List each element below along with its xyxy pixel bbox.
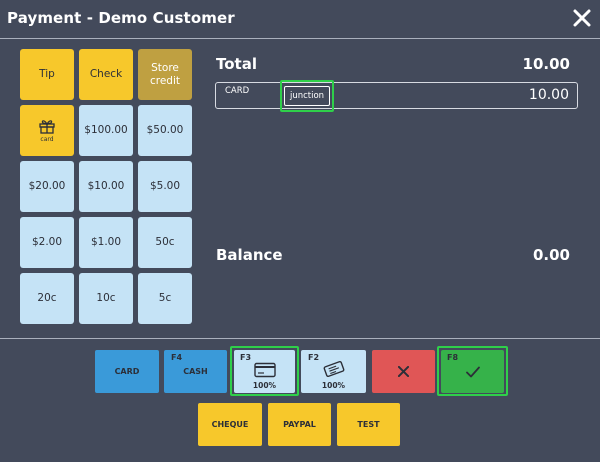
- check-label: Check: [89, 68, 123, 81]
- paypal-button[interactable]: PAYPAL: [268, 403, 331, 446]
- junction-label: junction: [289, 91, 325, 101]
- amount-100-button[interactable]: $100.00: [79, 105, 133, 156]
- amount-label: 5c: [158, 292, 172, 305]
- voucher-full-amount-button[interactable]: F2 100%: [301, 350, 366, 393]
- confirm-button[interactable]: F8: [441, 350, 504, 393]
- amount-label: 20c: [37, 292, 57, 305]
- voucher-percent: 100%: [321, 381, 346, 390]
- amount-2-button[interactable]: $2.00: [20, 217, 74, 268]
- card-full-amount-button[interactable]: F3 100%: [234, 350, 295, 393]
- title-bar: Payment - Demo Customer: [0, 0, 600, 38]
- card-payment-button[interactable]: CARD: [95, 350, 159, 393]
- confirm-shortcut: F8: [447, 353, 459, 362]
- amount-label: $100.00: [84, 124, 128, 137]
- confirm-highlight: [437, 346, 508, 396]
- check-button[interactable]: Check: [79, 49, 133, 100]
- cheque-label: CHEQUE: [211, 420, 249, 429]
- store-credit-label: Store credit: [149, 61, 181, 87]
- payment-amount: 10.00: [528, 87, 569, 103]
- test-label: TEST: [357, 420, 380, 429]
- gift-card-button[interactable]: card: [20, 105, 74, 156]
- cancel-button[interactable]: [372, 350, 435, 393]
- amount-20-button[interactable]: $20.00: [20, 161, 74, 212]
- card-full-shortcut: F3: [240, 353, 252, 362]
- voucher-icon: [323, 360, 345, 378]
- amount-label: $5.00: [149, 180, 181, 193]
- junction-button[interactable]: junction: [284, 86, 330, 106]
- payment-line-row[interactable]: CARD 10.00: [215, 82, 578, 109]
- payment-method-label: CARD: [225, 86, 250, 96]
- credit-card-icon: [254, 362, 276, 378]
- store-credit-button[interactable]: Store credit: [138, 49, 192, 100]
- amount-label: 10c: [96, 292, 116, 305]
- voucher-shortcut: F2: [308, 353, 320, 362]
- amount-label: $1.00: [90, 236, 122, 249]
- amount-50c-button[interactable]: 50c: [138, 217, 192, 268]
- x-icon: [398, 366, 409, 377]
- cash-label: CASH: [183, 367, 208, 376]
- amount-label: $20.00: [28, 180, 66, 193]
- tip-label: Tip: [39, 68, 55, 81]
- bottom-divider: [0, 338, 600, 339]
- checkmark-icon: [466, 366, 480, 378]
- amount-5-button[interactable]: $5.00: [138, 161, 192, 212]
- total-label: Total: [216, 55, 257, 73]
- amount-10-button[interactable]: $10.00: [79, 161, 133, 212]
- card-full-percent: 100%: [252, 381, 277, 390]
- amount-label: $50.00: [146, 124, 184, 137]
- amount-50-button[interactable]: $50.00: [138, 105, 192, 156]
- amount-label: 50c: [155, 236, 175, 249]
- card-full-highlight: [230, 346, 299, 396]
- balance-label: Balance: [216, 246, 283, 264]
- amount-1-button[interactable]: $1.00: [79, 217, 133, 268]
- test-button[interactable]: TEST: [337, 403, 400, 446]
- junction-highlight: [280, 80, 334, 112]
- gift-icon: [39, 120, 55, 135]
- tip-button[interactable]: Tip: [20, 49, 74, 100]
- window-title: Payment - Demo Customer: [7, 9, 235, 27]
- cash-shortcut: F4: [171, 353, 183, 362]
- card-payment-label: CARD: [114, 367, 140, 376]
- top-divider: [0, 38, 600, 39]
- total-value: 10.00: [522, 55, 570, 73]
- paypal-label: PAYPAL: [283, 420, 316, 429]
- amount-label: $10.00: [87, 180, 125, 193]
- amount-20c-button[interactable]: 20c: [20, 273, 74, 324]
- amount-5c-button[interactable]: 5c: [138, 273, 192, 324]
- cheque-button[interactable]: CHEQUE: [198, 403, 262, 446]
- gift-card-label: card: [40, 136, 54, 144]
- balance-value: 0.00: [532, 246, 570, 264]
- cash-button[interactable]: F4 CASH: [164, 350, 227, 393]
- close-icon[interactable]: [571, 7, 593, 29]
- amount-label: $2.00: [31, 236, 63, 249]
- amount-10c-button[interactable]: 10c: [79, 273, 133, 324]
